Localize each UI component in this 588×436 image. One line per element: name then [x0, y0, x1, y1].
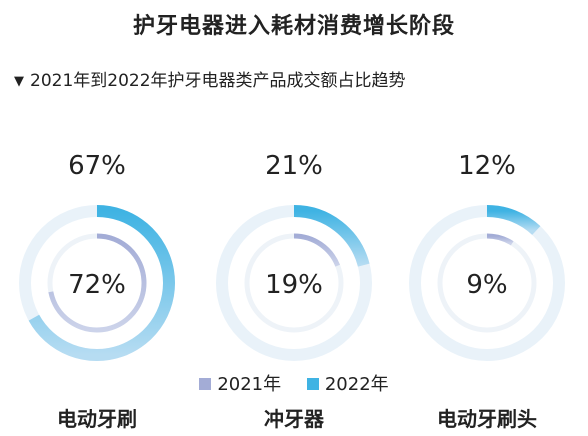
chart-subtitle: ▼ 2021年到2022年护牙电器类产品成交额占比趋势: [14, 66, 584, 91]
legend-swatch-2022: [306, 378, 319, 390]
value-label-2021-toothbrush-head: 9%: [466, 270, 507, 300]
chart-title: 护牙电器进入耗材消费增长阶段: [132, 14, 455, 39]
arc-2021-toothbrush-head: [486, 233, 514, 246]
value-label-2021-water-flosser: 19%: [265, 270, 323, 300]
value-label-2022-water-flosser: 21%: [265, 151, 323, 181]
value-label-2021-electric-toothbrush: 72%: [68, 270, 126, 300]
donut-group-water-flosser: 19% 21%: [216, 151, 372, 361]
arc-2022-electric-toothbrush: [28, 205, 175, 361]
donut-group-electric-toothbrush: 72% 67%: [19, 151, 175, 361]
category-label-electric-toothbrush: 电动牙刷: [57, 407, 137, 431]
category-label-water-flosser: 冲牙器: [264, 407, 324, 431]
legend-label-2022: 2022年: [324, 374, 389, 395]
legend-label-2021: 2021年: [217, 374, 282, 395]
category-label-toothbrush-head: 电动牙刷头: [437, 407, 537, 431]
donut-group-toothbrush-head: 9% 12%: [409, 151, 565, 361]
arc-2022-toothbrush-head: [486, 205, 541, 236]
value-label-2022-toothbrush-head: 12%: [458, 151, 516, 181]
legend-item-2022: 2022年: [306, 370, 389, 396]
arc-2022-water-flosser: [293, 205, 370, 267]
legend-swatch-2021: [199, 378, 212, 390]
legend-item-2021: 2021年: [199, 370, 281, 396]
triangle-marker-icon: ▼: [14, 74, 24, 89]
legend: 2021年 2022年: [0, 370, 588, 396]
arc-2021-electric-toothbrush: [48, 233, 147, 333]
arc-2021-water-flosser: [293, 233, 341, 267]
value-label-2022-electric-toothbrush: 67%: [68, 151, 126, 181]
chart-subtitle-text: 2021年到2022年护牙电器类产品成交额占比趋势: [30, 71, 406, 91]
